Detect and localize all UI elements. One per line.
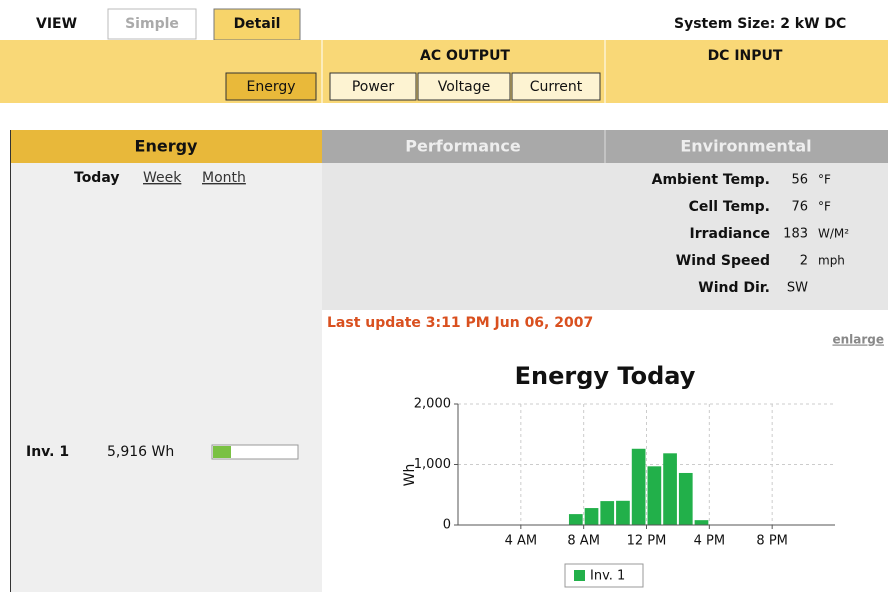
y-tick-label: 0 — [443, 518, 451, 533]
group-label: AC OUTPUT — [420, 48, 510, 64]
inverter-energy: 5,916 Wh — [107, 444, 174, 460]
y-tick-label: 1,000 — [414, 457, 451, 472]
env-unit: °F — [818, 173, 831, 187]
env-label: Ambient Temp. — [652, 172, 770, 188]
legend-box — [564, 563, 644, 588]
subtab-label[interactable]: Energy — [246, 79, 295, 95]
enlarge-link[interactable]: enlarge — [832, 333, 884, 347]
section-label: Performance — [405, 137, 521, 156]
subtab[interactable] — [511, 72, 601, 101]
bar — [647, 466, 662, 525]
env-value: 56 — [791, 173, 808, 188]
x-tick-label: 4 PM — [694, 534, 725, 549]
tab-label[interactable]: Simple — [125, 16, 179, 32]
x-tick-label: 8 PM — [756, 534, 787, 549]
y-tick-label: 2,000 — [414, 397, 451, 412]
tab-detail[interactable] — [213, 8, 301, 41]
env-value: 183 — [783, 227, 808, 242]
x-tick-label: 8 AM — [567, 534, 600, 549]
bar — [568, 514, 583, 525]
legend-swatch — [574, 570, 585, 581]
progress-bar — [211, 444, 299, 460]
env-label: Wind Speed — [676, 253, 770, 269]
bar — [663, 453, 677, 525]
subtab-label[interactable]: Voltage — [438, 79, 491, 95]
tab-label[interactable]: Detail — [234, 16, 281, 32]
view-label: VIEW — [36, 16, 77, 32]
section-label: Environmental — [680, 137, 811, 156]
bar — [600, 501, 615, 525]
subtab[interactable] — [329, 72, 417, 101]
env-label: Wind Dir. — [698, 280, 770, 296]
bar — [584, 508, 599, 525]
env-unit: °F — [818, 200, 831, 214]
env-label: Irradiance — [690, 226, 771, 242]
group-label: DC INPUT — [708, 48, 783, 64]
x-tick-label: 12 PM — [627, 534, 667, 549]
x-tick-label: 4 AM — [505, 534, 538, 549]
legend-label: Inv. 1 — [590, 569, 625, 584]
system-size: System Size: 2 kW DC — [674, 16, 846, 32]
y-axis-label: Wh — [402, 464, 418, 487]
period-active[interactable]: Today — [74, 170, 119, 186]
inverter-name: Inv. 1 — [26, 444, 69, 460]
section-header — [10, 130, 322, 163]
env-panel — [322, 163, 888, 310]
period-link[interactable]: Month — [202, 170, 246, 186]
env-value: 2 — [800, 254, 808, 269]
chart-title: Energy Today — [515, 362, 696, 390]
bar — [631, 448, 646, 525]
env-value: SW — [787, 281, 808, 296]
section-label: Energy — [135, 137, 199, 156]
subtab[interactable] — [417, 72, 511, 101]
last-update: Last update 3:11 PM Jun 06, 2007 — [327, 315, 593, 331]
subtab-label[interactable]: Current — [530, 79, 583, 95]
subtab-label[interactable]: Power — [352, 79, 395, 95]
energy-panel — [10, 163, 322, 592]
tab-simple[interactable] — [107, 8, 197, 40]
env-label: Cell Temp. — [689, 199, 770, 215]
period-link[interactable]: Week — [143, 170, 182, 186]
env-value: 76 — [791, 200, 808, 215]
subtab-active[interactable] — [225, 72, 317, 101]
bar — [694, 520, 709, 525]
env-unit: mph — [818, 254, 845, 268]
env-unit: W/M² — [818, 227, 849, 241]
bar — [616, 500, 630, 525]
progress-fill — [213, 446, 231, 458]
bar — [678, 472, 693, 525]
